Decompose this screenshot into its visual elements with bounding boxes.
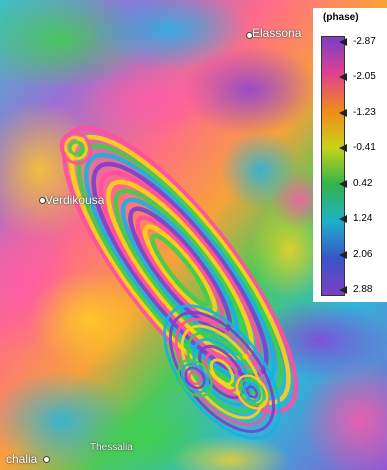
- legend-tick-mark: [339, 144, 347, 153]
- phase-legend: (phase) -2.87 -2.05 -1.23 -0.41 0.42 1.24 2.06…: [313, 8, 387, 302]
- legend-tick-mark: [339, 215, 347, 224]
- legend-tick-mark: [339, 250, 347, 259]
- place-label-verdikousa: Verdikousa: [45, 193, 105, 207]
- fringe-ring: [98, 170, 262, 370]
- fringe-ring: [192, 338, 252, 406]
- legend-tick-label: -2.05: [353, 71, 376, 83]
- fringe-ring: [209, 358, 235, 386]
- legend-tick-mark: [339, 179, 347, 188]
- place-label-chalia: chalia: [6, 452, 38, 466]
- fringe-ring: [203, 351, 241, 393]
- fringe-ring: [177, 358, 213, 398]
- fringe-ring: [68, 140, 84, 156]
- legend-tick-label: 2.06: [353, 248, 373, 260]
- legend-tick-mark: [339, 286, 347, 294]
- fringe-ring: [64, 135, 88, 161]
- fringe-ring: [180, 362, 210, 394]
- place-label-thessalia: Thessalia: [90, 442, 133, 453]
- fringe-ring: [59, 131, 93, 165]
- place-dot-chalia: [43, 456, 50, 463]
- legend-tick-mark: [339, 73, 347, 82]
- fringe-ring: [188, 370, 202, 386]
- fringe-ring: [106, 179, 254, 361]
- fringe-ring: [245, 385, 259, 399]
- legend-tick-label: -0.41: [353, 142, 376, 154]
- legend-tick-label: 1.24: [353, 213, 373, 225]
- fringe-ring: [180, 324, 264, 420]
- legend-tick-label: 0.42: [353, 177, 373, 189]
- legend-tick-label: 2.88: [353, 284, 373, 295]
- place-dot-elassona: [246, 32, 253, 39]
- legend-tick-label: -2.87: [353, 36, 376, 47]
- fringe-ring: [69, 134, 291, 406]
- fringe-ring: [128, 206, 232, 334]
- fringe-ring: [184, 366, 206, 390]
- fringe-ring: [235, 374, 269, 410]
- place-label-elassona: Elassona: [252, 26, 302, 40]
- fringe-ring: [150, 233, 210, 307]
- fringe-ring: [239, 378, 265, 406]
- deformation-fringes: [59, 125, 299, 440]
- fringe-ring: [198, 344, 246, 400]
- place-dot-verdikousa: [39, 197, 46, 204]
- legend-tick-mark: [339, 38, 347, 46]
- legend-tick-label: -1.23: [353, 106, 376, 118]
- legend-title: (phase): [323, 12, 359, 23]
- fringe-ring: [242, 381, 262, 403]
- fringe-ring: [163, 304, 281, 440]
- legend-tick-mark: [339, 108, 347, 117]
- fringe-ring: [113, 188, 247, 352]
